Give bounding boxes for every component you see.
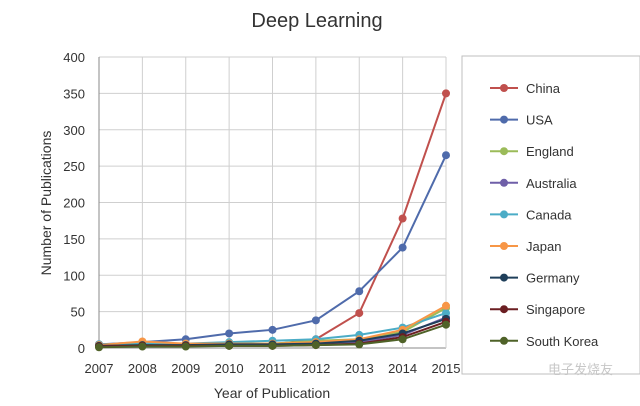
legend-label: Australia — [526, 176, 577, 191]
legend-item: Australia — [490, 176, 577, 191]
legend-item: South Korea — [490, 334, 599, 349]
x-tick-label: 2014 — [388, 361, 417, 376]
x-tick-label: 2008 — [128, 361, 157, 376]
legend-frame — [461, 55, 640, 375]
y-axis-ticks: 0 50 100 150 200 250 300 350 400 — [63, 50, 85, 356]
series-group — [95, 89, 450, 352]
legend: China USA England Australia Canada Japan Germa… — [490, 81, 599, 349]
legend-item: Japan — [490, 239, 561, 254]
y-axis-title: Number of Publications — [38, 131, 54, 276]
data-point — [225, 329, 234, 338]
legend-item: China — [490, 81, 561, 96]
legend-label: South Korea — [526, 334, 599, 349]
data-point — [398, 335, 407, 344]
legend-swatch-marker — [500, 178, 508, 187]
data-point — [398, 243, 407, 252]
data-point — [442, 151, 450, 160]
legend-swatch-marker — [500, 273, 508, 282]
legend-swatch-marker — [500, 210, 508, 219]
data-point — [311, 316, 320, 325]
legend-label: Singapore — [526, 302, 585, 317]
legend-swatch-marker — [500, 147, 508, 156]
legend-item: Germany — [490, 271, 580, 286]
legend-label: China — [526, 81, 561, 96]
legend-label: Germany — [526, 271, 580, 286]
data-point — [181, 342, 190, 351]
legend-item: Singapore — [490, 302, 585, 317]
x-tick-label: 2015 — [432, 361, 461, 376]
y-tick-label: 400 — [63, 50, 85, 65]
data-point — [311, 341, 320, 350]
legend-swatch-marker — [500, 84, 508, 92]
y-tick-label: 100 — [63, 268, 85, 283]
x-tick-label: 2007 — [85, 361, 114, 376]
data-point — [442, 309, 450, 318]
data-point — [355, 309, 364, 318]
data-point — [95, 343, 103, 352]
data-point — [225, 341, 234, 350]
x-tick-label: 2010 — [215, 361, 244, 376]
x-tick-label: 2013 — [345, 361, 374, 376]
data-point — [268, 341, 277, 350]
data-point — [442, 301, 450, 310]
data-point — [442, 320, 450, 329]
legend-item: England — [490, 144, 574, 159]
x-tick-label: 2011 — [259, 361, 287, 376]
legend-label: USA — [526, 113, 553, 128]
y-tick-label: 350 — [63, 86, 85, 101]
x-axis-title: Year of Publication — [214, 385, 330, 401]
legend-label: Canada — [526, 207, 572, 222]
legend-swatch-marker — [500, 305, 508, 314]
legend-item: USA — [490, 113, 553, 128]
data-point — [398, 214, 407, 223]
y-tick-label: 200 — [63, 196, 85, 211]
x-tick-label: 2012 — [301, 361, 330, 376]
y-tick-label: 150 — [63, 232, 85, 247]
grid — [98, 56, 447, 349]
watermark: 电子发烧友 — [548, 362, 613, 377]
legend-swatch-marker — [500, 242, 508, 250]
y-tick-label: 0 — [78, 341, 85, 356]
data-point — [268, 325, 277, 334]
y-tick-label: 50 — [71, 305, 85, 320]
series-south-korea — [95, 320, 450, 352]
legend-swatch-marker — [500, 336, 508, 345]
y-tick-label: 300 — [63, 123, 85, 138]
y-tick-label: 250 — [63, 159, 85, 174]
x-axis-ticks: 2007 2008 2009 2010 2011 2012 2013 2014 2015 — [85, 361, 461, 376]
data-point — [355, 287, 364, 296]
data-point — [355, 340, 364, 349]
legend-swatch-marker — [500, 115, 508, 124]
x-tick-label: 2009 — [171, 361, 200, 376]
chart-title: Deep Learning — [251, 10, 382, 32]
legend-label: England — [526, 144, 574, 159]
legend-item: Canada — [490, 207, 572, 222]
data-point — [442, 89, 450, 98]
legend-label: Japan — [526, 239, 561, 254]
data-point — [138, 342, 147, 351]
